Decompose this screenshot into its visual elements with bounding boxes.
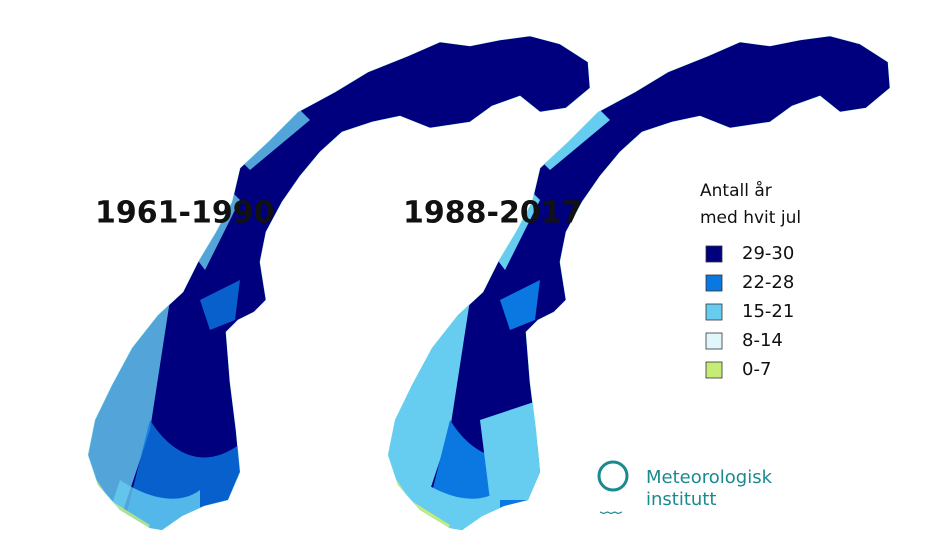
logo-text: Meteorologisk xyxy=(646,467,773,488)
legend-swatch xyxy=(705,361,723,379)
legend-label: 8-14 xyxy=(742,330,783,351)
logo-circle xyxy=(597,460,629,492)
logo-text: institutt xyxy=(646,489,716,510)
legend-title: med hvit jul xyxy=(700,208,801,228)
climate-zone xyxy=(500,280,540,330)
legend-swatch xyxy=(705,332,723,350)
period-label: 1961-1990 xyxy=(95,196,274,231)
legend-swatch xyxy=(705,274,723,292)
legend-title: Antall år xyxy=(700,180,772,201)
period-label: 1988-2017 xyxy=(403,196,582,231)
climate-zone xyxy=(480,400,545,500)
legend-label: 15-21 xyxy=(742,301,794,322)
legend-swatch xyxy=(705,245,723,263)
logo-wave: ﹏ xyxy=(600,493,622,518)
climate-zone xyxy=(200,280,240,330)
legend-label: 29-30 xyxy=(742,243,794,264)
legend-label: 0-7 xyxy=(742,359,771,380)
legend-label: 22-28 xyxy=(742,272,794,293)
legend-swatch xyxy=(705,303,723,321)
